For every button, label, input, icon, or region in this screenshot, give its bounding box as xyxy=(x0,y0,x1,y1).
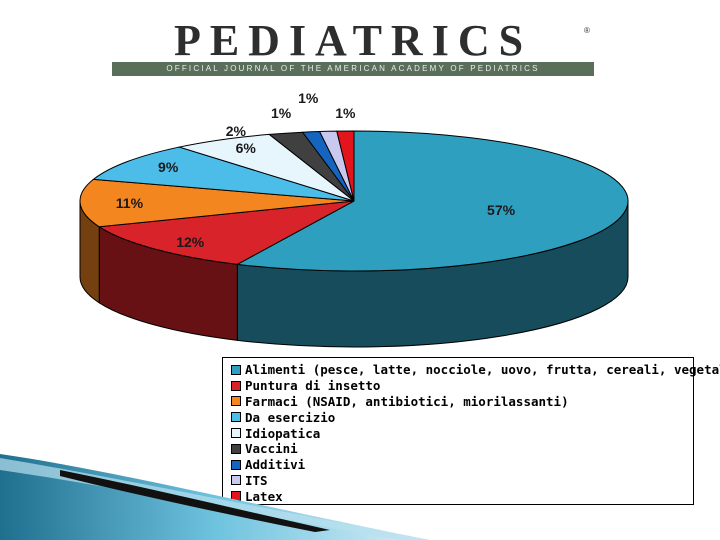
legend-item-5: Vaccini xyxy=(231,441,693,457)
pie-slice-3 xyxy=(92,146,355,202)
legend-label: Da esercizio xyxy=(245,409,336,425)
slice-label-4: 6% xyxy=(236,140,257,156)
legend-swatch xyxy=(231,428,241,439)
legend-label: Latex xyxy=(245,488,283,504)
decorative-swoosh xyxy=(0,454,430,540)
legend-item-0: Alimenti (pesce, latte, nocciole, uovo, … xyxy=(231,362,720,378)
legend-label: Idiopatica xyxy=(245,425,321,441)
slice-label-1: 12% xyxy=(176,234,205,250)
legend-swatch xyxy=(231,475,241,486)
legend-item-1: Puntura di insetto xyxy=(231,378,693,394)
legend-swatch xyxy=(231,459,241,470)
legend-label: Puntura di insetto xyxy=(245,378,381,394)
legend-label: Additivi xyxy=(245,457,306,473)
logo-subtitle: OFFICIAL JOURNAL OF THE AMERICAN ACADEMY… xyxy=(112,62,594,76)
legend-item-4: Idiopatica xyxy=(231,425,693,441)
legend-swatch xyxy=(231,443,241,454)
chart-legend: Alimenti (pesce, latte, nocciole, uovo, … xyxy=(222,357,720,505)
legend-swatch xyxy=(231,396,241,407)
pie-slice-2 xyxy=(79,178,355,228)
slice-label-3: 9% xyxy=(158,159,179,175)
legend-item-7: ITS xyxy=(231,473,693,489)
legend-item-3: Da esercizio xyxy=(231,409,693,425)
legend-swatch xyxy=(231,380,241,391)
legend-label: Vaccini xyxy=(245,441,298,457)
legend-label: Farmaci (NSAID, antibiotici, miorilassan… xyxy=(245,393,569,409)
slice-label-2: 11% xyxy=(116,195,144,211)
slice-label-0: 57% xyxy=(487,202,516,218)
journal-logo: PEDIATRICS OFFICIAL JOURNAL OF THE AMERI… xyxy=(112,16,594,76)
pie-slice-8 xyxy=(336,130,355,202)
legend-swatch xyxy=(231,412,241,423)
slice-label-5: 2% xyxy=(226,123,247,139)
legend-swatch xyxy=(231,364,241,375)
slice-label-7: 1% xyxy=(298,90,319,106)
legend-item-6: Additivi xyxy=(231,457,693,473)
pie-slice-0 xyxy=(235,130,629,272)
legend-label: ITS xyxy=(245,472,268,488)
legend-label: Alimenti (pesce, latte, nocciole, uovo, … xyxy=(245,362,720,378)
logo-title: PEDIATRICS xyxy=(173,16,533,65)
pie-slice-1 xyxy=(97,200,355,265)
legend-item-2: Farmaci (NSAID, antibiotici, miorilassan… xyxy=(231,394,693,410)
registered-mark: ® xyxy=(584,26,590,35)
slice-label-6: 1% xyxy=(271,105,292,121)
slice-label-8: 1% xyxy=(335,105,356,121)
